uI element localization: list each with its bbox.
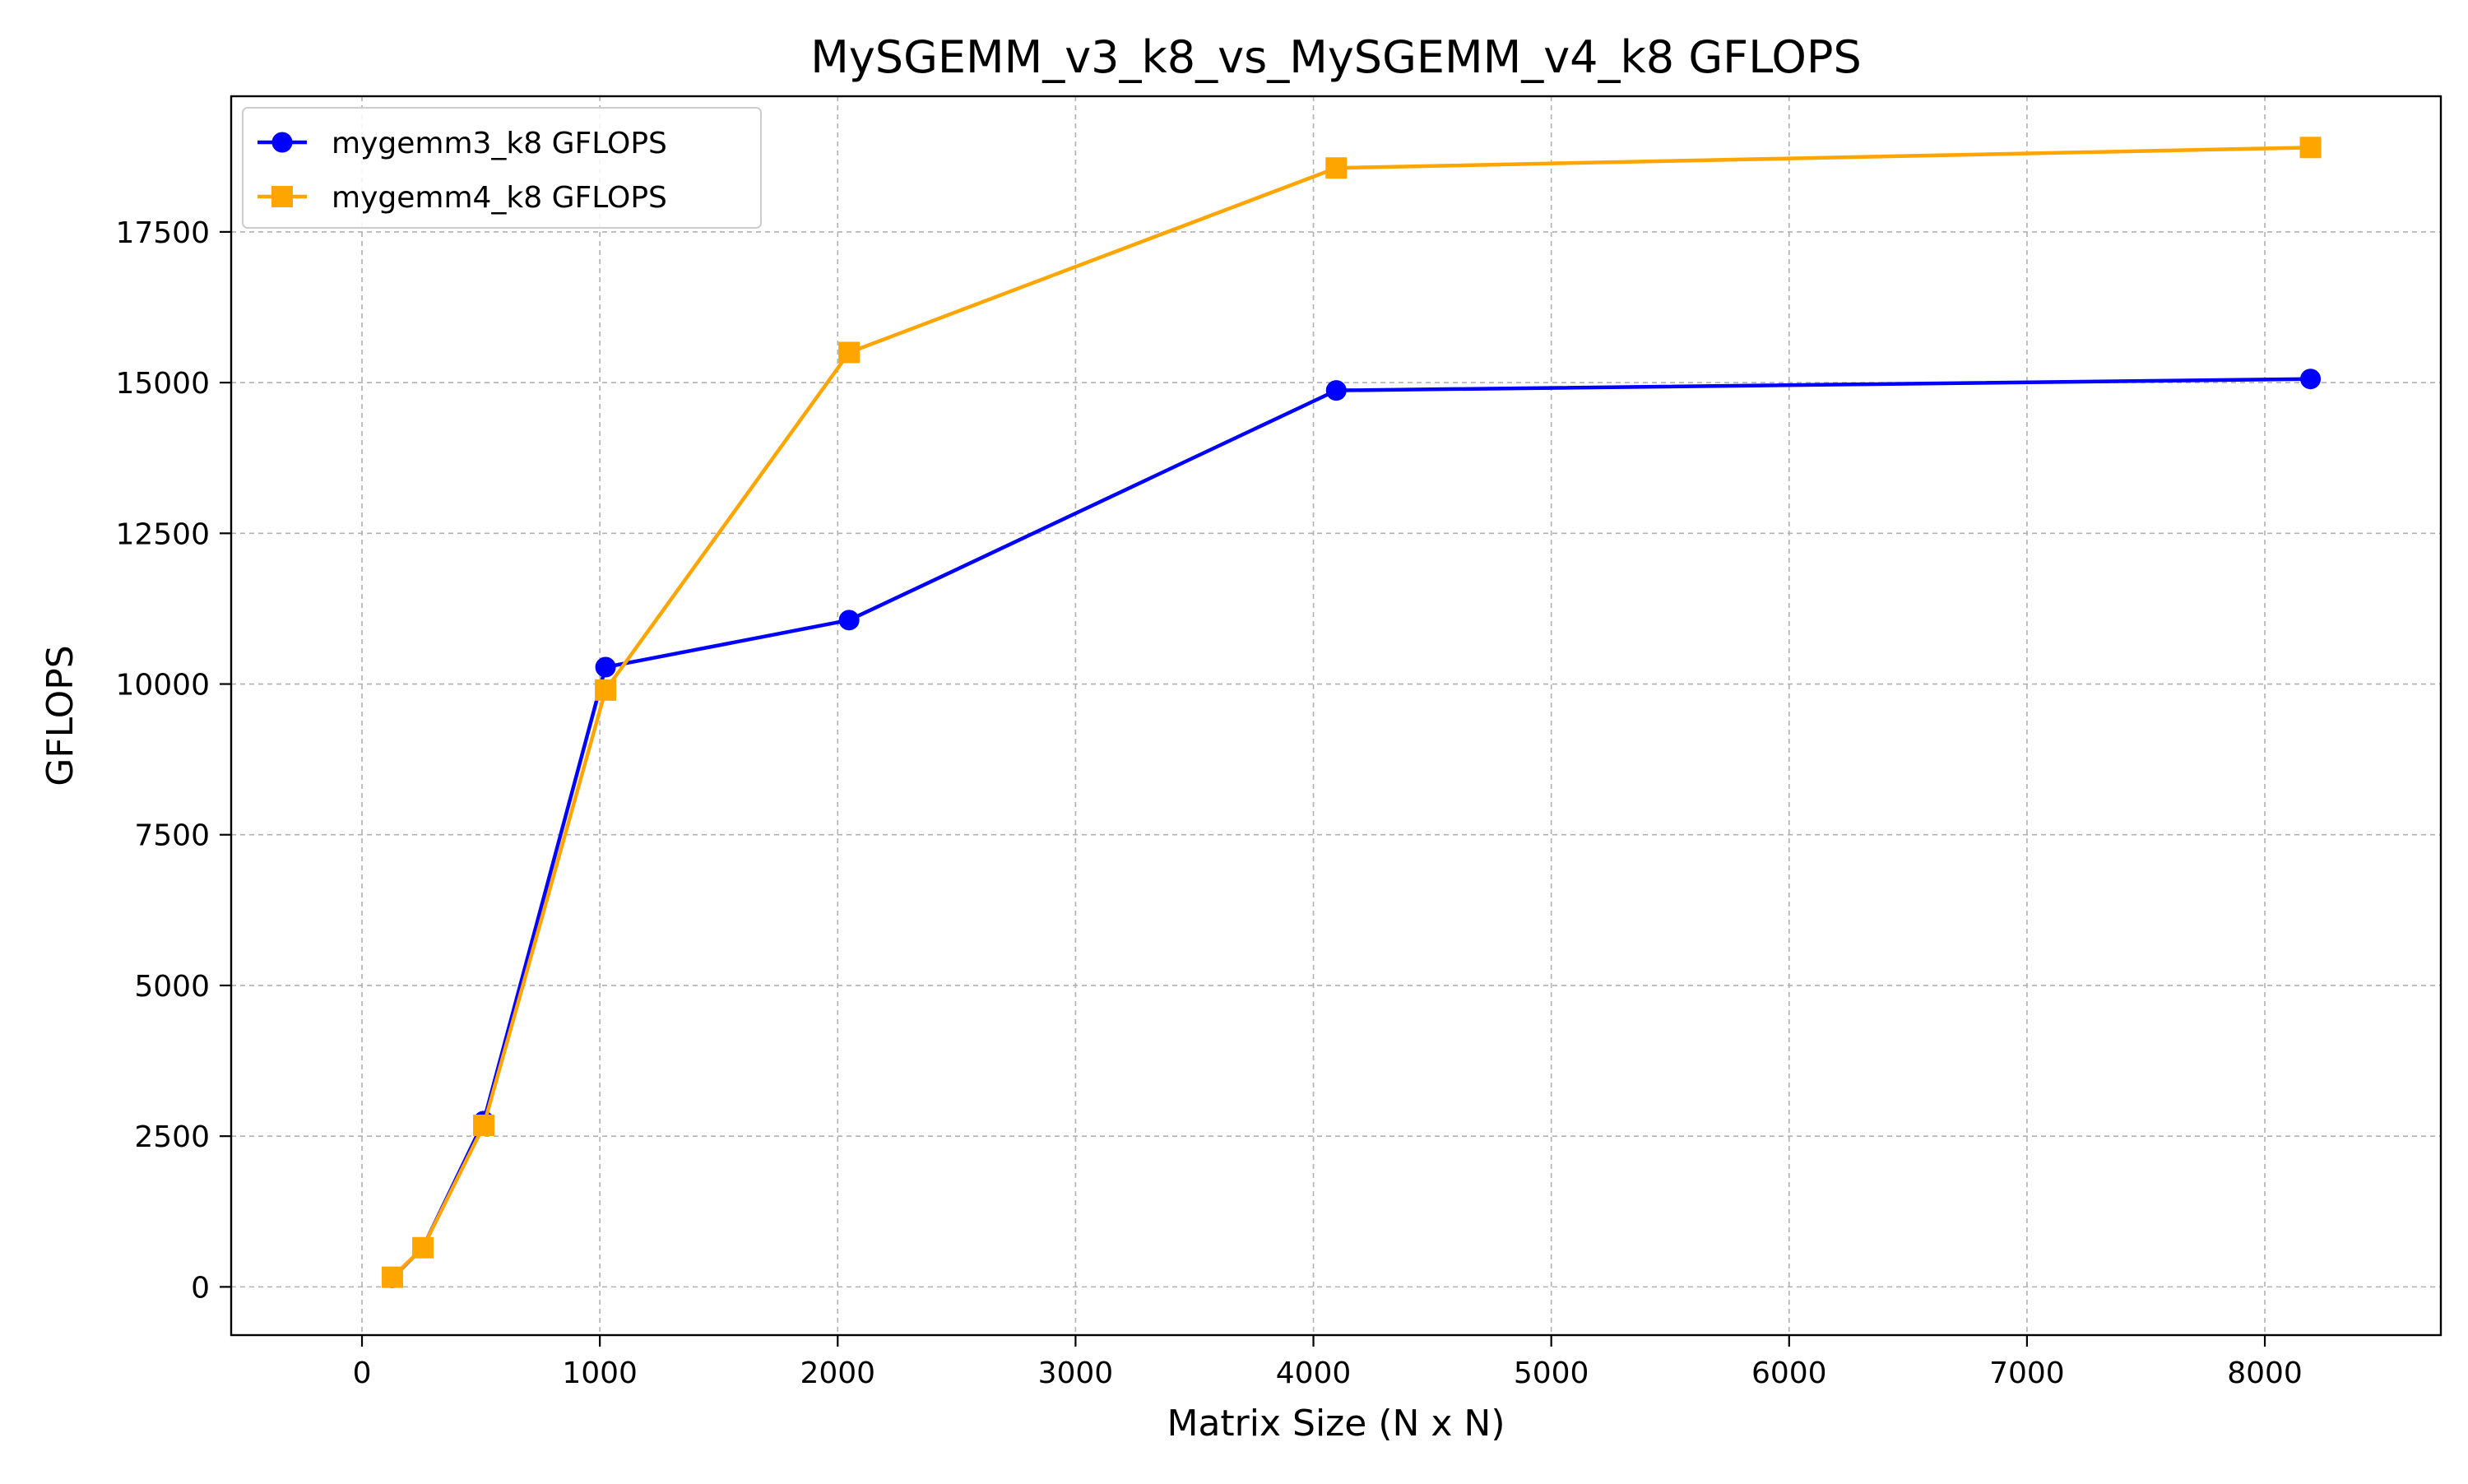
x-tick-label: 1000 [562,1356,638,1390]
legend-box [242,107,762,229]
data-point [838,610,860,631]
legend-label: mygemm4_k8 GFLOPS [332,181,667,215]
x-tick-label: 3000 [1038,1356,1114,1390]
data-point [382,1266,404,1288]
x-tick-label: 7000 [1989,1356,2065,1390]
x-tick-label: 5000 [1514,1356,1589,1390]
data-point [595,656,616,678]
x-tick-label: 2000 [800,1356,875,1390]
data-point [2300,369,2322,390]
chart-title: MySGEMM_v3_k8_vs_MySGEMM_v4_k8 GFLOPS [810,31,1862,83]
series-1 [382,369,2322,1288]
data-point [1325,380,1347,401]
data-point [1325,157,1348,179]
x-tick-label: 6000 [1751,1356,1827,1390]
data-point [412,1236,434,1259]
x-tick-label: 4000 [1276,1356,1352,1390]
y-tick-label: 0 [191,1271,210,1305]
legend-item: mygemm4_k8 GFLOPS [257,181,667,215]
y-tick-label: 17500 [115,216,210,250]
y-axis-label: GFLOPS [39,645,81,786]
legend-marker [271,132,293,153]
series-line [391,377,2311,1279]
series-layer [382,137,2322,1288]
y-tick-label: 10000 [115,669,210,703]
y-tick-label: 7500 [134,819,210,853]
y-tick-label: 5000 [134,970,210,1004]
y-tick-label: 12500 [115,517,210,551]
legend-marker [271,186,293,207]
legend: mygemm3_k8 GFLOPS mygemm4_k8 GFLOPS [242,107,762,229]
x-axis-label: Matrix Size (N x N) [1167,1403,1505,1445]
axis-ticks: 0 1000 2000 3000 4000 5000 6000 7000 8000 0 2500 50… [115,216,2302,1390]
data-point [473,1114,495,1136]
series-2 [382,137,2322,1288]
plot-area-frame [230,95,2442,1337]
grid-lines [231,96,2441,1335]
legend-label: mygemm3_k8 GFLOPS [332,127,667,160]
x-tick-label: 8000 [2227,1356,2303,1390]
y-tick-label: 15000 [115,367,210,401]
data-point [2299,137,2322,159]
series-line [391,146,2311,1279]
data-point [595,679,617,701]
legend-item: mygemm3_k8 GFLOPS [257,127,667,160]
x-tick-label: 0 [353,1356,372,1390]
y-tick-label: 2500 [134,1120,210,1154]
data-point [838,341,861,364]
